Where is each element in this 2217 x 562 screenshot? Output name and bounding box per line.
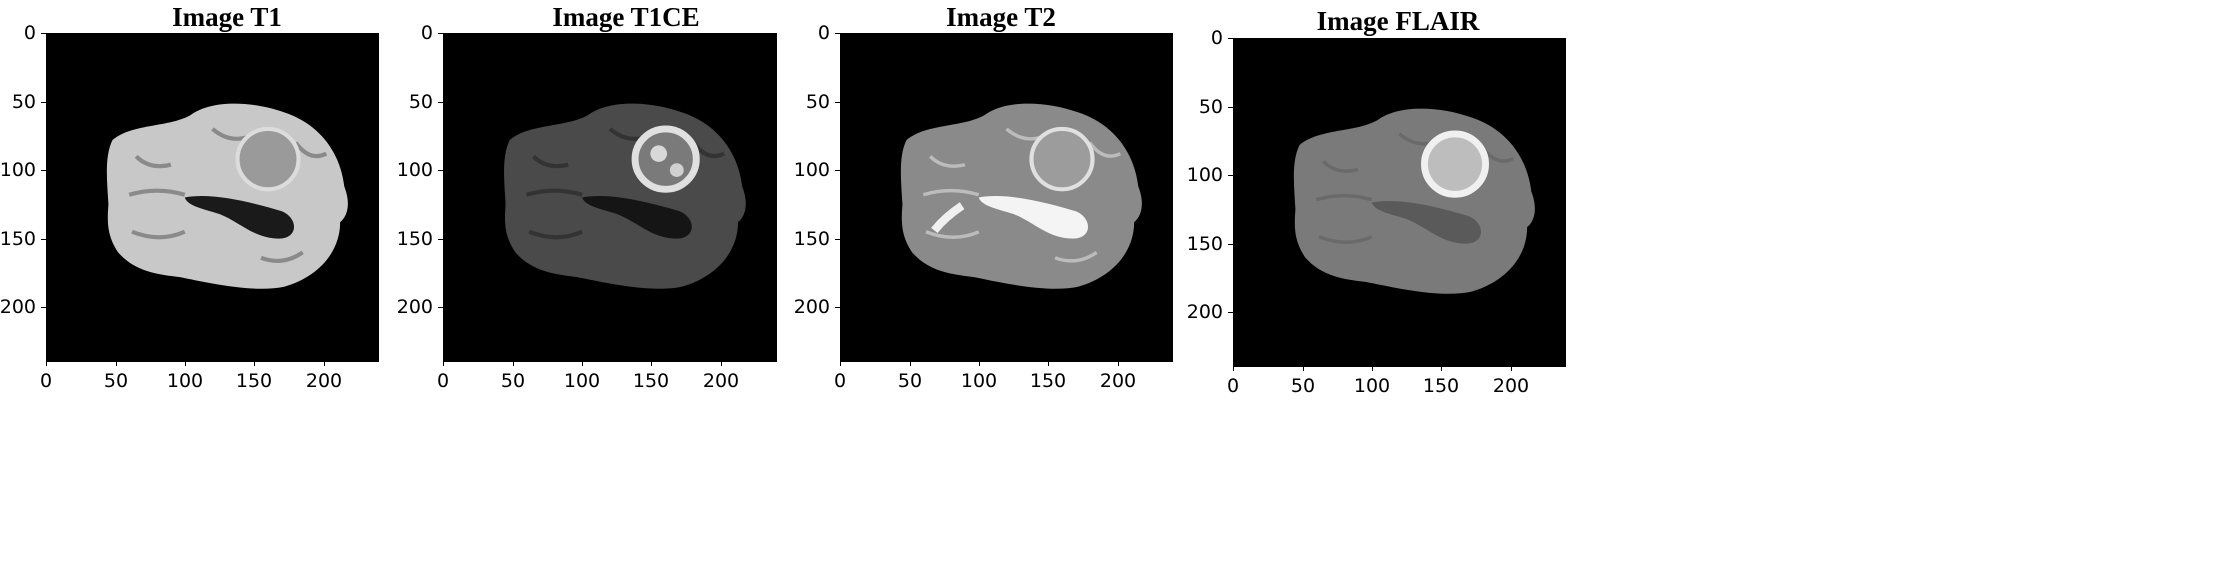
x-tick: 150: [621, 361, 681, 392]
brain-outline: [504, 103, 746, 289]
panel-title: Image T1CE: [552, 2, 700, 32]
y-tick: 0: [780, 22, 840, 44]
x-tick: 150: [1411, 366, 1471, 397]
y-tick: 50: [0, 91, 46, 113]
x-tick: 0: [810, 361, 870, 392]
y-tick: 150: [0, 228, 46, 250]
panel-title: Image T2: [946, 2, 1056, 32]
brain-outline: [900, 103, 1142, 289]
brain-outline: [1293, 108, 1535, 294]
y-tick: 100: [1173, 164, 1233, 186]
x-tick: 0: [1203, 366, 1263, 397]
x-tick: 50: [880, 361, 940, 392]
x-tick: 150: [1018, 361, 1078, 392]
y-tick: 100: [383, 159, 443, 181]
panel-title: Image T1: [172, 2, 282, 32]
y-tick: 150: [1173, 233, 1233, 255]
x-tick: 200: [1088, 361, 1148, 392]
ventricle: [978, 196, 1089, 239]
x-tick: 100: [949, 361, 1009, 392]
ventricle: [184, 196, 295, 239]
mri-image-t2: [840, 33, 1173, 362]
x-tick: 100: [1342, 366, 1402, 397]
y-tick: 50: [780, 91, 840, 113]
y-tick: 0: [383, 22, 443, 44]
brain-scan-flair: [1293, 108, 1535, 294]
tumor: [1421, 130, 1489, 198]
panel-t2: Image T2 0 50 100 150 200 0 50 100 150 2…: [794, 0, 1339, 562]
x-tick: 200: [294, 361, 354, 392]
tumor: [1029, 126, 1095, 192]
x-tick: 0: [16, 361, 76, 392]
y-tick: 200: [0, 296, 46, 318]
brain-outline: [106, 103, 348, 289]
x-tick: 150: [224, 361, 284, 392]
y-tick: 200: [1173, 301, 1233, 323]
x-tick: 200: [1481, 366, 1541, 397]
panel-title: Image FLAIR: [1316, 6, 1480, 36]
y-tick: 150: [780, 228, 840, 250]
panel-flair: Image FLAIR 0 50 100 150 200 0 50 100 15…: [1187, 0, 1732, 562]
x-tick: 200: [691, 361, 751, 392]
mri-image-flair: [1233, 38, 1566, 367]
mri-image-t1ce: [443, 33, 777, 362]
y-tick: 50: [383, 91, 443, 113]
x-tick: 0: [413, 361, 473, 392]
ventricle: [1371, 201, 1482, 244]
x-tick: 100: [552, 361, 612, 392]
y-tick: 50: [1173, 96, 1233, 118]
y-tick: 200: [383, 296, 443, 318]
y-tick: 0: [1173, 27, 1233, 49]
brain-scan-t1: [106, 103, 348, 289]
x-tick: 100: [155, 361, 215, 392]
panel-t1ce: Image T1CE 0 50 100 150 200 0 50 100 150…: [397, 0, 942, 562]
x-tick: 50: [1273, 366, 1333, 397]
y-tick: 150: [383, 228, 443, 250]
brain-scan-t2: [900, 103, 1142, 289]
y-tick: 100: [0, 159, 46, 181]
tumor: [235, 126, 301, 192]
panel-t1: Image T1 0 50 100 150 200 0 50 100 150 2…: [0, 0, 545, 562]
ventricle: [582, 196, 692, 239]
mri-image-t1: [46, 33, 379, 362]
tumor: [631, 125, 700, 193]
x-tick: 50: [483, 361, 543, 392]
y-tick: 0: [0, 22, 46, 44]
y-tick: 100: [780, 159, 840, 181]
brain-scan-t1ce: [504, 103, 746, 289]
y-tick: 200: [780, 296, 840, 318]
x-tick: 50: [86, 361, 146, 392]
